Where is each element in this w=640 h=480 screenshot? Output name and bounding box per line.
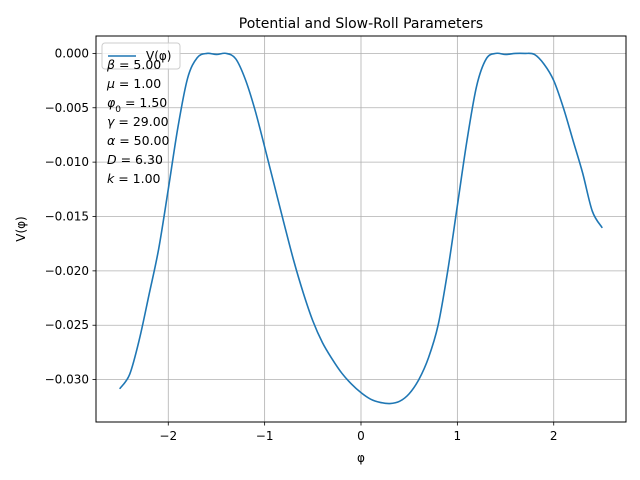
parameter-annotation: k = 1.00 [107,171,161,186]
y-tick-label: −0.010 [45,155,89,169]
y-tick-label: −0.020 [45,264,89,278]
parameter-subscript: 0 [115,105,121,115]
parameter-value: = 29.00 [114,114,168,129]
legend-entry-label: V(φ) [146,49,172,63]
parameter-annotation: D = 6.30 [107,152,163,167]
parameter-value: = 5.00 [115,57,161,72]
parameter-symbol: α [107,133,116,148]
y-tick-label: −0.025 [45,318,89,332]
parameter-symbol: k [107,171,115,186]
ticks: −2 −1 0 1 2 0.000 −0.005 −0.010 −0.015 −0.020 −0.0… [45,46,558,443]
series-layer [119,52,603,405]
x-tick-label: 0 [357,429,365,443]
y-tick-label: −0.030 [45,373,89,387]
series-line-v-phi [119,52,603,405]
parameter-symbol: β [106,57,115,72]
y-tick-label: 0.000 [55,46,89,60]
parameter-symbol: D [107,152,117,167]
chart-title: Potential and Slow-Roll Parameters [239,16,483,32]
y-tick-label: −0.005 [45,101,89,115]
parameter-value: = 6.30 [117,152,163,167]
parameter-symbol: μ [106,76,115,91]
x-tick-label: 2 [550,429,558,443]
parameter-value: = 50.00 [115,133,169,148]
legend: V(φ) [101,42,181,70]
legend-box [101,42,181,70]
parameter-value: = 1.50 [121,95,167,110]
x-tick-label: −1 [256,429,274,443]
parameter-symbol: φ [107,95,116,110]
parameter-annotation: β = 5.00 [106,57,161,72]
parameter-value: = 1.00 [114,171,160,186]
parameter-value: = 1.00 [115,76,161,91]
y-axis-label: V(φ) [14,216,28,242]
x-axis-label: φ [357,451,365,465]
parameter-annotation: φ0 = 1.50 [107,95,167,115]
grid [96,36,626,422]
x-tick-label: −2 [159,429,177,443]
parameter-annotation: μ = 1.00 [106,76,161,91]
y-tick-label: −0.015 [45,209,89,223]
parameter-symbol: γ [107,114,115,129]
parameter-annotation: α = 50.00 [107,133,170,148]
x-tick-label: 1 [454,429,462,443]
parameter-annotation: γ = 29.00 [107,114,169,129]
